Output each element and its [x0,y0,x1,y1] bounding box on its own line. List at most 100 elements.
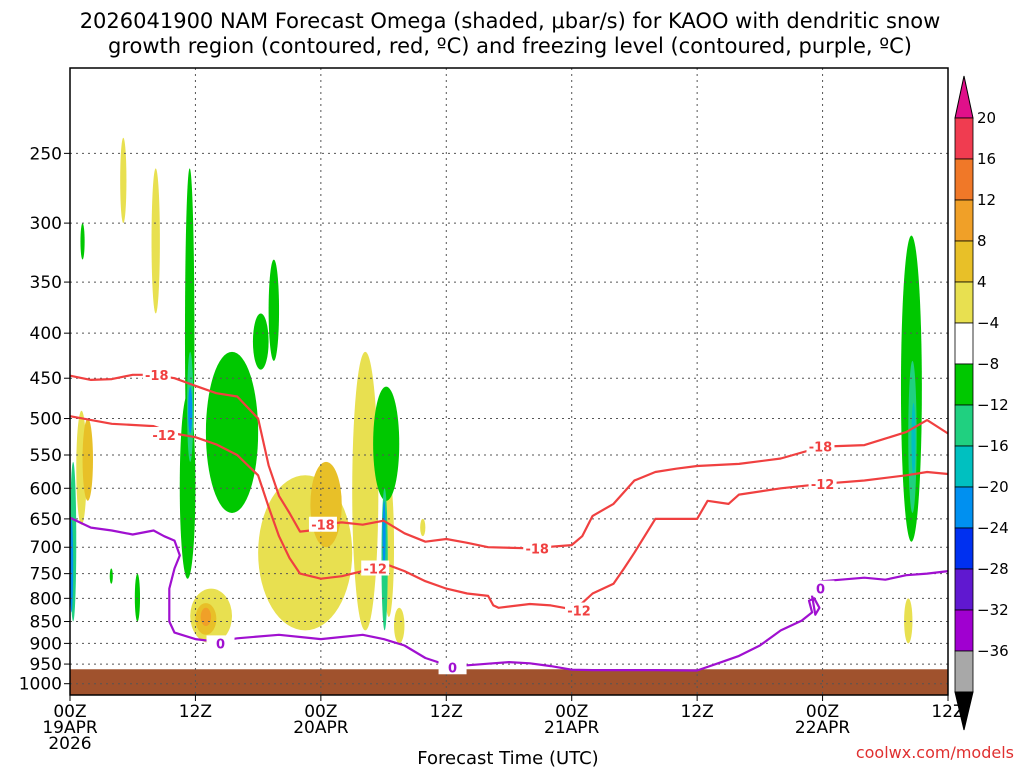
y-tick-label: 1000 [19,675,62,695]
colorbar-swatch [954,158,974,201]
contour-label: -18 [809,441,833,456]
contour-label: -18 [525,542,549,557]
omega-shade [120,137,127,224]
colorbar-swatch [954,568,974,611]
colorbar-label: −4 [977,314,999,332]
omega-shade [382,500,386,569]
colorbar-label: −32 [977,601,1009,619]
omega-shade [252,313,269,370]
colorbar-swatch [954,240,974,283]
y-tick-label: 850 [30,613,62,633]
omega-shade [420,518,426,537]
x-tick-label: 12Z [931,702,964,722]
omega-shade [70,518,74,613]
omega-shade [394,607,405,644]
colorbar-bottom-arrow [954,691,974,731]
contour-label-bg [142,366,171,382]
colorbar-swatch [954,445,974,488]
x-tick-label: 00Z [555,702,588,722]
colorbar-label: 16 [977,150,996,168]
contour-label-bg [523,540,552,556]
colorbar-swatch [954,199,974,242]
contour-label: -12 [811,478,835,493]
contour-label: -12 [152,429,176,444]
contour-label: 0 [216,637,225,652]
contour-label-bg [308,516,337,532]
credit-text: coolwx.com/models [856,743,1014,762]
x-tick-label: 2026 [48,734,91,754]
contour-label: -18 [145,369,169,384]
colorbar-label: 4 [977,273,987,291]
colorbar-label: −20 [977,478,1009,496]
y-tick-label: 350 [30,273,62,293]
colorbar-swatch [954,486,974,529]
omega-shade [80,223,85,260]
y-tick-label: 750 [30,565,62,585]
contour-label: 0 [816,583,825,598]
colorbar-label: −28 [977,560,1009,578]
y-tick-label: 450 [30,369,62,389]
x-tick-label: 00Z [806,702,839,722]
contour--18 [69,373,949,550]
y-tick-label: 900 [30,634,62,654]
contour-label-bg [806,580,835,596]
chart-title-line1: 2026041900 NAM Forecast Omega (shaded, μ… [80,9,941,33]
colorbar-label: −36 [977,642,1009,660]
y-tick-label: 500 [30,410,62,430]
x-axis-label: Forecast Time (UTC) [417,748,598,768]
omega-shade [200,607,212,626]
y-tick-label: 250 [30,144,62,164]
omega-shade [373,386,400,501]
omega-shade [268,259,280,361]
ground-layer [70,669,948,695]
omega-shade [310,461,342,548]
colorbar-top-arrow [954,75,974,119]
colorbar-label: 8 [977,232,987,250]
contour-label-bg [808,475,837,491]
colorbar-swatch [954,609,974,652]
contour-label: -12 [567,605,591,620]
colorbar: 20 16 12 8 4 −4 −8 −12 −16 −20 −24 −28 −32 −36 [954,75,1009,731]
x-tick-label: 12Z [430,702,463,722]
chart-title-line2: growth region (contoured, red, ºC) and f… [108,34,912,58]
omega-shade [151,168,160,314]
x-tick-label: 00Z [304,702,337,722]
plot-area: -18 -18 -18 -18 -12 -12 -12 -12 0 0 0 250 300 350 400 4… [19,67,1009,754]
omega-shade [82,418,93,501]
y-tick-label: 550 [30,446,62,466]
contour--12 [69,415,949,611]
colorbar-swatch [954,281,974,324]
colorbar-swatch [954,322,974,365]
x-tick-label: 20APR [293,718,349,738]
omega-shade [205,351,259,513]
x-tick-label: 12Z [681,702,714,722]
contour-label: 0 [448,661,457,676]
colorbar-label: −8 [977,355,999,373]
colorbar-swatch [954,404,974,447]
colorbar-label: −24 [977,519,1009,537]
plot-frame [69,67,949,696]
x-tick-label: 12Z [179,702,212,722]
colorbar-label: 12 [977,191,996,209]
colorbar-label: 20 [977,109,996,127]
omega-shade [911,402,916,476]
contour-0 [69,516,949,672]
omega-shade [109,568,113,584]
y-tick-label: 600 [30,479,62,499]
colorbar-swatch [954,650,974,693]
x-tick-label: 00Z [53,702,86,722]
y-tick-label: 400 [30,324,62,344]
colorbar-swatch [954,363,974,406]
contour-label-bg [565,602,594,618]
y-tick-label: 300 [30,214,62,234]
omega-shade [134,573,141,622]
colorbar-swatch [954,527,974,570]
contour-label-bg [206,635,235,651]
colorbar-swatch [954,117,974,160]
x-tick-label: 19APR [42,718,98,738]
y-tick-label: 950 [30,655,62,675]
colorbar-label: −12 [977,396,1009,414]
y-tick-label: 650 [30,510,62,530]
contour-label-bg [361,560,390,576]
